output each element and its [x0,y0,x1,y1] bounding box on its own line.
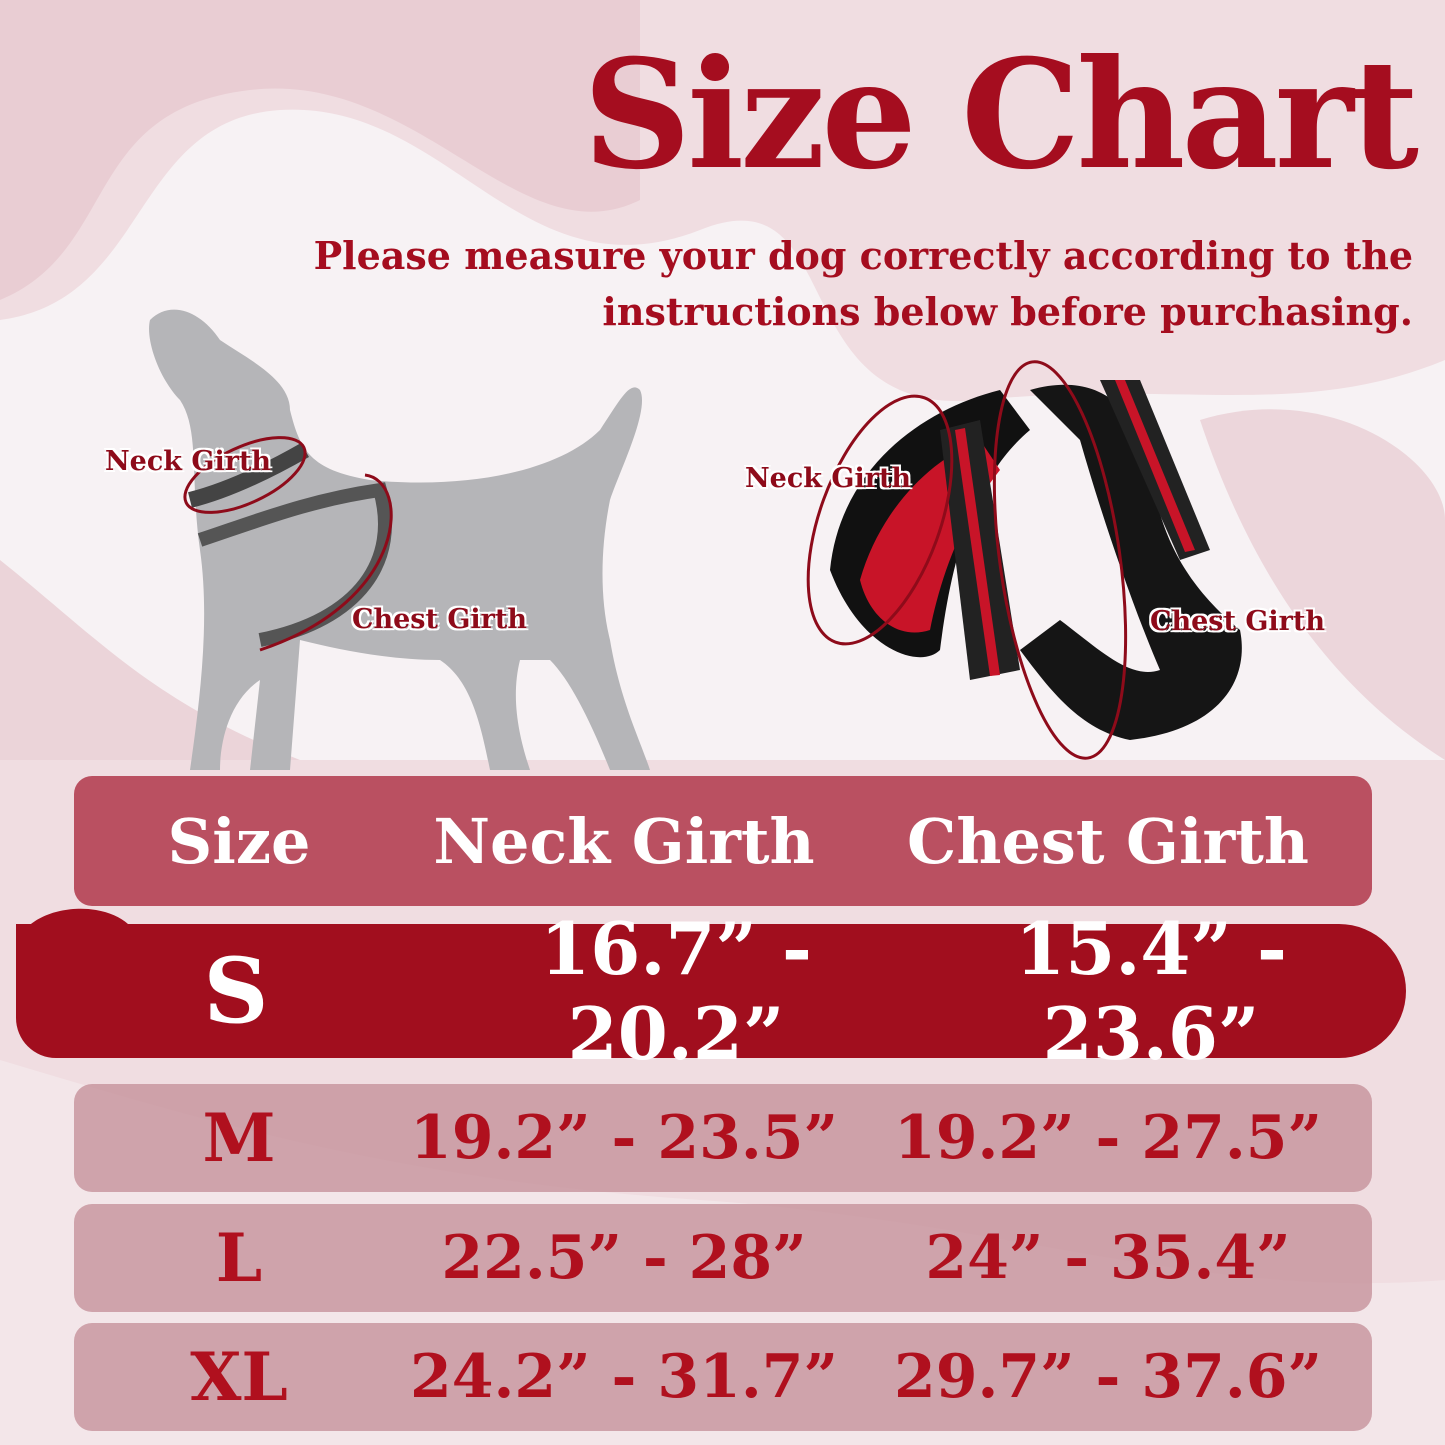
table-row: L 22.5” - 28” 24” - 35.4” [74,1204,1372,1312]
header-chest-girth: Chest Girth [907,804,1309,878]
header-size: Size [167,804,311,878]
harness-image [806,360,1242,760]
cell-neck: 19.2” - 23.5” [410,1103,838,1173]
dog-neck-girth-label: Neck Girth [105,446,272,477]
cell-size: M [202,1099,276,1177]
table-row-highlighted: S 16.7” - 20.2” 15.4” - 23.6” [16,906,1406,1076]
cell-size: L [215,1219,263,1297]
cell-neck: 24.2” - 31.7” [410,1342,838,1412]
cell-neck: 22.5” - 28” [441,1223,807,1293]
harness-neck-girth-label: Neck Girth [745,463,912,494]
dog-silhouette-image [149,309,650,770]
header-neck-girth: Neck Girth [433,804,815,878]
page-title: Size Chart [582,27,1419,203]
table-header: Size Neck Girth Chest Girth [74,776,1372,906]
table-row: XL 24.2” - 31.7” 29.7” - 37.6” [74,1323,1372,1431]
subtitle: Please measure your dog correctly accord… [263,228,1413,340]
cell-size: XL [190,1338,288,1416]
cell-chest: 19.2” - 27.5” [894,1103,1322,1173]
table-row: M 19.2” - 23.5” 19.2” - 27.5” [74,1084,1372,1192]
dog-chest-girth-label: Chest Girth [352,604,528,635]
cell-chest: 15.4” - 23.6” [1015,906,1287,1076]
cell-chest: 24” - 35.4” [925,1223,1291,1293]
subtitle-line-2: instructions below before purchasing. [602,289,1413,334]
cell-neck: 16.7” - 20.2” [540,906,812,1076]
cell-chest: 29.7” - 37.6” [894,1342,1322,1412]
harness-chest-girth-label: Chest Girth [1150,606,1326,637]
subtitle-line-1: Please measure your dog correctly accord… [313,233,1413,278]
cell-size: S [203,938,269,1044]
